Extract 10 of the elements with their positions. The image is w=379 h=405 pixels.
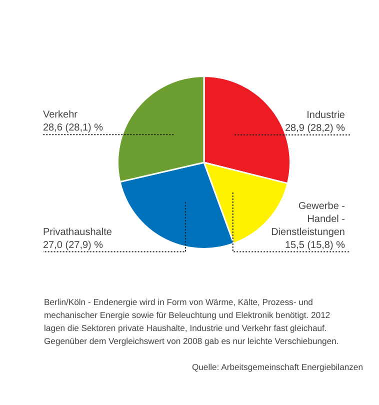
slice-label: Gewerbe - Handel - Dienstleistungen [271,200,345,238]
slice-label: Verkehr [43,110,78,121]
source-note: Quelle: Arbeitsgemeinschaft Energiebilanzen [192,362,363,372]
data-label: 28,9 (28,2) % [284,122,346,134]
data-label: 15,5 (15,8) % [284,240,346,251]
slice-label: Industrie [306,110,346,121]
data-label: 27,0 (27,9) % [43,240,104,251]
slice-label: Privathaushalte [43,226,112,238]
data-label: 28,6 (28,1) % [43,122,104,134]
text: Berlin/Köln - Endenergie wird in Form von Wärme, Kälte, Prozess- und mechanischer Energie sowie für Beleuchtung und Elektronik benötigt. 2012 lagen die Sektoren private Haushalte, Industrie und Verkehr fast gleichauf. Gegenüber dem Vergleichswert von 2008 gab es nur leichte Verschiebungen. [44,296,340,348]
